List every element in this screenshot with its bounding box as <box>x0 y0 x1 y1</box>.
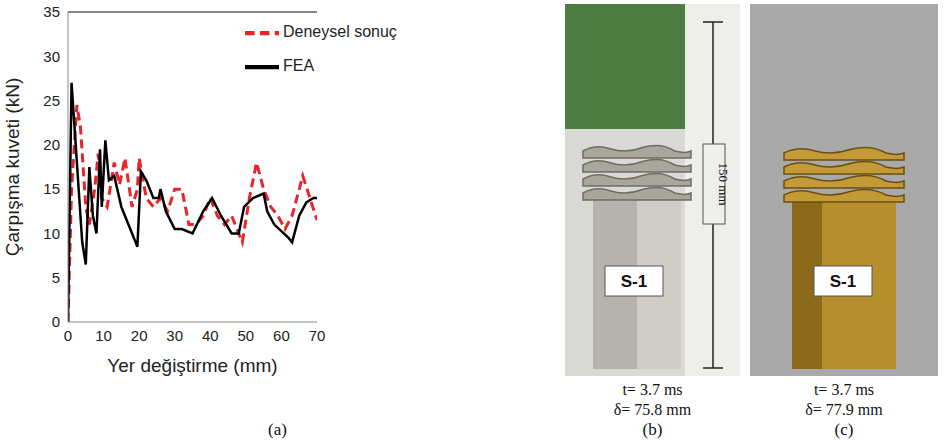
html-text:FEA: FEA <box>283 57 315 75</box>
svg-text:Çarpışma kuveti (kN): Çarpışma kuveti (kN) <box>2 78 23 256</box>
svg-text:S-1: S-1 <box>621 272 647 291</box>
svg-text:60: 60 <box>273 327 290 344</box>
svg-text:0: 0 <box>64 327 72 344</box>
svg-text:15: 15 <box>43 180 60 197</box>
html-text:(b): (b) <box>642 420 663 439</box>
svg-text:30: 30 <box>43 48 60 65</box>
svg-text:20: 20 <box>131 327 148 344</box>
html-text:t= 3.7 ms: t= 3.7 ms <box>622 381 683 398</box>
svg-text:0: 0 <box>52 313 60 330</box>
svg-text:25: 25 <box>43 92 60 109</box>
svg-text:20: 20 <box>43 136 60 153</box>
svg-text:S-1: S-1 <box>830 272 856 291</box>
svg-text:35: 35 <box>43 3 60 20</box>
svg-text:5: 5 <box>52 269 60 286</box>
svg-text:Yer değiştirme (mm): Yer değiştirme (mm) <box>107 355 277 376</box>
html-text:Deneysel sonuç: Deneysel sonuç <box>283 23 397 41</box>
svg-text:70: 70 <box>309 327 326 344</box>
svg-text:10: 10 <box>95 327 112 344</box>
html-text:(c): (c) <box>834 420 854 439</box>
svg-text:10: 10 <box>43 225 60 242</box>
html-text:(a): (a) <box>268 420 287 439</box>
svg-text:40: 40 <box>202 327 219 344</box>
html-text:t= 3.7 ms: t= 3.7 ms <box>813 381 875 398</box>
svg-text:150 mm: 150 mm <box>716 163 731 206</box>
html-text:δ= 75.8 mm: δ= 75.8 mm <box>613 401 692 418</box>
svg-text:30: 30 <box>166 327 183 344</box>
svg-text:50: 50 <box>238 327 255 344</box>
html-text:δ= 77.9 mm: δ= 77.9 mm <box>805 401 883 418</box>
